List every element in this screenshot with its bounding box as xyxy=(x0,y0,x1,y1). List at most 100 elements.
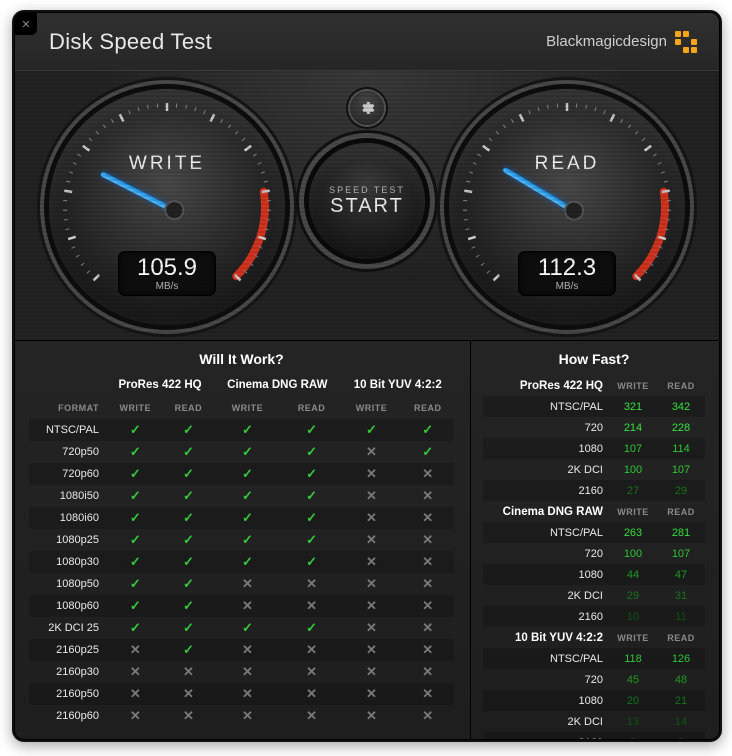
fast-read-cell: 342 xyxy=(657,396,705,417)
table-row: 2160p30✕✕✕✕✕✕ xyxy=(29,661,454,683)
check-cell: ✓ xyxy=(107,485,164,507)
check-icon: ✓ xyxy=(130,444,141,459)
close-button[interactable]: ✕ xyxy=(15,13,37,35)
table-row: 2K DCI100107 xyxy=(483,459,705,480)
check-icon: ✓ xyxy=(242,620,253,635)
table-row: 1080p30✓✓✓✓✕✕ xyxy=(29,551,454,573)
check-icon: ✓ xyxy=(366,422,377,437)
table-row: 2160p25✕✓✕✕✕✕ xyxy=(29,639,454,661)
how-fast-table: ProRes 422 HQWRITEREADNTSC/PAL3213427202… xyxy=(483,375,705,740)
format-cell: 2160p30 xyxy=(29,661,107,683)
start-button[interactable]: SPEED TEST START xyxy=(309,143,425,259)
cross-cell: ✕ xyxy=(401,617,454,639)
table-row: 720214228 xyxy=(483,417,705,438)
table-row: 720p60✓✓✓✓✕✕ xyxy=(29,463,454,485)
app-title: Disk Speed Test xyxy=(49,29,212,55)
check-icon: ✓ xyxy=(422,444,433,459)
fast-write-cell: 263 xyxy=(609,522,657,543)
fast-write-cell: 107 xyxy=(609,438,657,459)
check-cell: ✓ xyxy=(107,595,164,617)
cross-icon: ✕ xyxy=(366,642,377,657)
check-icon: ✓ xyxy=(306,510,317,525)
cross-cell: ✕ xyxy=(341,573,401,595)
will-group-1: Cinema DNG RAW xyxy=(213,375,341,397)
format-cell: 1080p60 xyxy=(29,595,107,617)
cross-icon: ✕ xyxy=(306,576,317,591)
check-cell: ✓ xyxy=(213,485,281,507)
cross-cell: ✕ xyxy=(401,507,454,529)
table-row: 720100107 xyxy=(483,543,705,564)
cross-icon: ✕ xyxy=(366,708,377,723)
cross-icon: ✕ xyxy=(422,708,433,723)
check-cell: ✓ xyxy=(164,485,214,507)
check-icon: ✓ xyxy=(183,444,194,459)
cross-cell: ✕ xyxy=(341,617,401,639)
check-icon: ✓ xyxy=(306,422,317,437)
cross-cell: ✕ xyxy=(401,683,454,705)
check-cell: ✓ xyxy=(213,441,281,463)
cross-icon: ✕ xyxy=(422,620,433,635)
cross-icon: ✕ xyxy=(306,598,317,613)
cross-icon: ✕ xyxy=(242,576,253,591)
table-row: 21602729 xyxy=(483,480,705,501)
check-cell: ✓ xyxy=(213,507,281,529)
cross-cell: ✕ xyxy=(107,683,164,705)
check-icon: ✓ xyxy=(130,532,141,547)
cross-cell: ✕ xyxy=(341,529,401,551)
cross-icon: ✕ xyxy=(366,488,377,503)
settings-button[interactable] xyxy=(350,91,384,125)
check-cell: ✓ xyxy=(107,463,164,485)
app-window: ✕ Disk Speed Test Blackmagicdesign WRITE… xyxy=(14,12,720,740)
cross-icon: ✕ xyxy=(366,466,377,481)
cross-icon: ✕ xyxy=(366,598,377,613)
format-cell: NTSC/PAL xyxy=(29,419,107,441)
check-icon: ✓ xyxy=(422,422,433,437)
cross-icon: ✕ xyxy=(366,532,377,547)
table-row: 1080p60✓✓✕✕✕✕ xyxy=(29,595,454,617)
cross-icon: ✕ xyxy=(422,642,433,657)
cross-cell: ✕ xyxy=(401,551,454,573)
cross-icon: ✕ xyxy=(422,510,433,525)
check-cell: ✓ xyxy=(164,639,214,661)
check-icon: ✓ xyxy=(130,422,141,437)
cross-cell: ✕ xyxy=(164,705,214,727)
brand: Blackmagicdesign xyxy=(546,31,697,53)
will-sub-write-1: WRITE xyxy=(213,397,281,419)
write-gauge-label: WRITE xyxy=(49,153,285,175)
table-row: 2160p60✕✕✕✕✕✕ xyxy=(29,705,454,727)
check-cell: ✓ xyxy=(164,419,214,441)
format-cell: 2160p60 xyxy=(29,705,107,727)
table-row: 2K DCI1314 xyxy=(483,711,705,732)
check-icon: ✓ xyxy=(183,554,194,569)
fast-read-cell: 281 xyxy=(657,522,705,543)
format-cell: 2K DCI 25 xyxy=(29,617,107,639)
check-icon: ✓ xyxy=(130,598,141,613)
format-cell: 2160p25 xyxy=(29,639,107,661)
will-sub-read-1: READ xyxy=(282,397,342,419)
table-row: 2160p50✕✕✕✕✕✕ xyxy=(29,683,454,705)
check-cell: ✓ xyxy=(341,419,401,441)
fast-sub-read: READ xyxy=(657,375,705,396)
fast-write-cell: 10 xyxy=(609,606,657,627)
fast-write-cell: 5 xyxy=(609,732,657,740)
cross-cell: ✕ xyxy=(164,661,214,683)
check-cell: ✓ xyxy=(401,441,454,463)
fast-read-cell: 228 xyxy=(657,417,705,438)
cross-cell: ✕ xyxy=(401,573,454,595)
fast-read-cell: 11 xyxy=(657,606,705,627)
cross-icon: ✕ xyxy=(306,708,317,723)
check-cell: ✓ xyxy=(213,551,281,573)
fast-format-cell: 2160 xyxy=(483,606,609,627)
format-cell: 720p50 xyxy=(29,441,107,463)
cross-cell: ✕ xyxy=(401,529,454,551)
read-gauge: READ 112.3 MB/s xyxy=(449,89,685,325)
check-cell: ✓ xyxy=(107,507,164,529)
cross-cell: ✕ xyxy=(282,661,342,683)
start-small-label: SPEED TEST xyxy=(329,185,405,195)
cross-icon: ✕ xyxy=(422,488,433,503)
brand-logo-icon xyxy=(675,31,697,53)
cross-cell: ✕ xyxy=(401,661,454,683)
cross-cell: ✕ xyxy=(107,705,164,727)
check-icon: ✓ xyxy=(306,532,317,547)
cross-cell: ✕ xyxy=(341,441,401,463)
